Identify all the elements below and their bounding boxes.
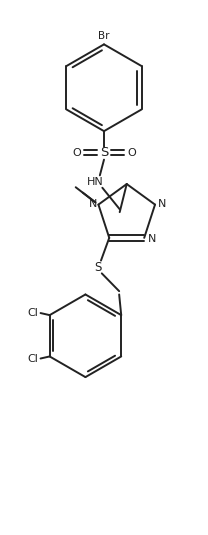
Text: O: O	[72, 148, 81, 158]
Text: S: S	[94, 261, 101, 274]
Text: N: N	[158, 199, 167, 209]
Text: S: S	[100, 146, 108, 159]
Text: methyl: methyl	[71, 186, 76, 187]
Text: HN: HN	[87, 178, 103, 187]
Text: Br: Br	[98, 31, 110, 41]
Text: Cl: Cl	[28, 308, 38, 318]
Text: methyl_label: methyl_label	[74, 184, 83, 186]
Text: N: N	[147, 234, 156, 243]
Text: Cl: Cl	[28, 354, 38, 364]
Text: O: O	[127, 148, 136, 158]
Text: N: N	[89, 199, 97, 209]
